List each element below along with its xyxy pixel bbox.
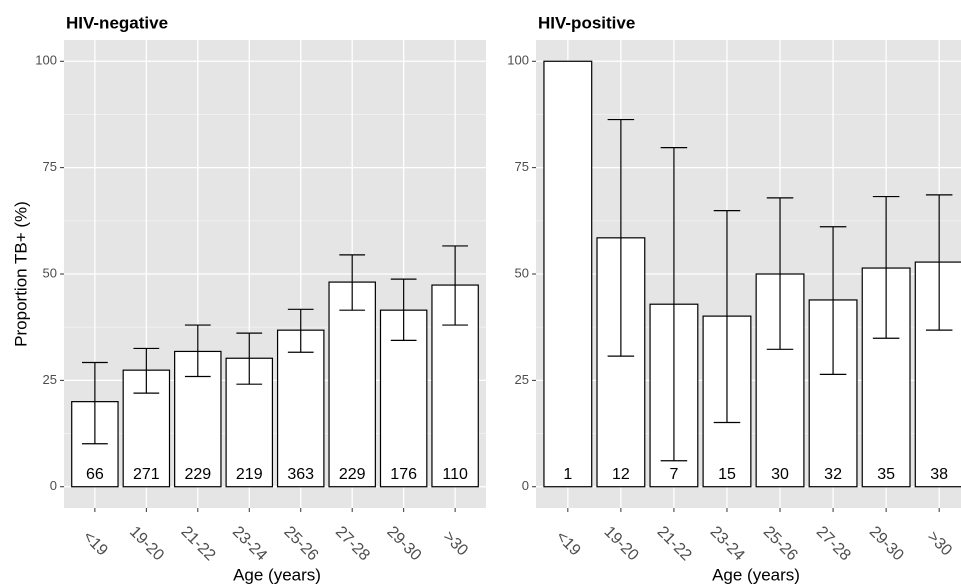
- x-tick-label: 25-26: [280, 523, 321, 564]
- count-label: 7: [669, 466, 678, 483]
- panel-title: HIV-positive: [538, 13, 635, 32]
- x-tick-label: >30: [924, 528, 955, 559]
- bar: [543, 60, 593, 488]
- count-label: 219: [236, 466, 263, 483]
- count-label: 1: [563, 466, 572, 483]
- y-tick-label: 0: [522, 478, 529, 493]
- y-tick-label: 100: [35, 53, 57, 68]
- x-tick-label: >30: [440, 528, 471, 559]
- y-tick-label: 75: [43, 159, 57, 174]
- count-label: 12: [612, 466, 630, 483]
- count-label: 176: [390, 466, 417, 483]
- x-tick-label: 23-24: [229, 523, 270, 564]
- x-tick-label: 27-28: [332, 523, 373, 564]
- count-label: 229: [339, 466, 366, 483]
- count-label: 35: [877, 466, 895, 483]
- panel: HIV-positive 0 25 50 75 100 1 <19 12 19-20 7 21-22 1…: [507, 13, 961, 584]
- y-tick-label: 100: [507, 53, 529, 68]
- y-tick-label: 50: [515, 265, 529, 280]
- y-tick-label: 75: [515, 159, 529, 174]
- x-tick-label: <19: [552, 528, 583, 559]
- y-tick-label: 50: [43, 265, 57, 280]
- count-label: 15: [718, 466, 736, 483]
- count-label: 363: [287, 466, 314, 483]
- x-tick-label: 19-20: [126, 523, 167, 564]
- y-tick-label: 25: [515, 372, 529, 387]
- panels: HIV-negative 0 25 50 75 100 66 <19 271 19-20 229 21…: [35, 13, 961, 584]
- count-label: 30: [771, 466, 789, 483]
- x-tick-label: 21-22: [178, 523, 219, 564]
- count-label: 110: [442, 466, 468, 483]
- x-tick-label: 25-26: [760, 523, 801, 564]
- count-label: 32: [824, 466, 842, 483]
- x-axis-title: Age (years): [233, 565, 321, 584]
- count-label: 271: [133, 466, 160, 483]
- x-axis-title: Age (years): [712, 565, 800, 584]
- bar: [276, 329, 325, 488]
- y-tick-label: 0: [50, 478, 57, 493]
- x-tick-label: <19: [79, 528, 110, 559]
- panel-title: HIV-negative: [66, 13, 168, 32]
- x-tick-label: 27-28: [813, 523, 854, 564]
- count-label: 66: [86, 466, 104, 483]
- x-tick-label: 29-30: [383, 523, 424, 564]
- bar: [914, 261, 961, 488]
- y-axis-title: Proportion TB+ (%): [11, 201, 30, 347]
- count-label: 38: [930, 466, 948, 483]
- count-label: 229: [184, 466, 211, 483]
- panel: HIV-negative 0 25 50 75 100 66 <19 271 19-20 229 21…: [35, 13, 486, 584]
- bar: [328, 281, 376, 488]
- x-tick-label: 23-24: [707, 523, 748, 564]
- y-tick-label: 25: [43, 372, 57, 387]
- x-tick-label: 21-22: [654, 523, 695, 564]
- x-tick-label: 19-20: [601, 523, 642, 564]
- x-tick-label: 29-30: [866, 523, 907, 564]
